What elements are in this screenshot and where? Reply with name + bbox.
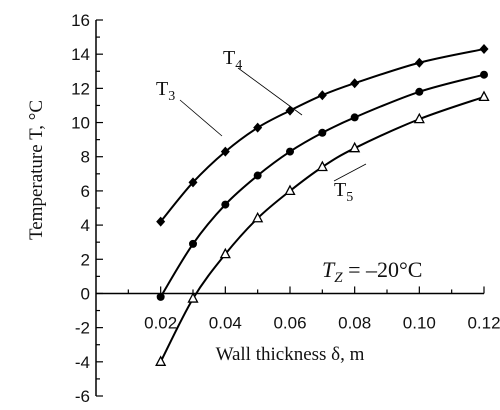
y-tick-label: 12 (71, 79, 90, 98)
data-point-t3 (318, 128, 327, 137)
series-label-t3: T3 (156, 78, 175, 104)
y-tick-label: 6 (81, 182, 90, 201)
data-point-t5 (349, 141, 361, 153)
leader-line-t4 (237, 67, 303, 116)
y-tick-label: -4 (75, 353, 90, 372)
ambient-temperature-annotation: TZ = –20°C (322, 257, 422, 286)
label-leaders (179, 67, 367, 182)
data-point-t5 (219, 247, 231, 259)
y-tick-label: 16 (71, 11, 90, 30)
x-tick-label: 0.06 (273, 313, 306, 332)
x-tick-label: 0.12 (467, 313, 500, 332)
data-point-t4 (285, 105, 295, 116)
data-point-t5 (187, 292, 199, 303)
series-markers (155, 44, 490, 366)
tick-labels: -6 -4 -2 0 2 4 6 8 10 12 14 16 0.02 0.04 0.06 0.08 0.10 0… (71, 11, 500, 406)
y-tick-label: -6 (75, 387, 90, 406)
y-tick-label: 8 (81, 148, 90, 167)
data-point-t3 (221, 200, 230, 209)
data-point-t5 (413, 112, 425, 124)
leader-line-t3 (179, 99, 223, 137)
data-point-t4 (479, 44, 489, 55)
x-tick-label: 0.02 (144, 313, 177, 332)
data-point-t4 (414, 57, 424, 68)
leader-line-t5 (333, 163, 367, 182)
data-point-t5 (155, 355, 167, 366)
data-point-t3 (156, 292, 165, 301)
y-tick-label: 4 (81, 216, 90, 235)
data-point-t5 (284, 184, 296, 196)
data-point-t4 (350, 78, 360, 89)
data-point-t4 (220, 146, 230, 157)
data-point-t4 (188, 177, 198, 188)
series-labels: T3 T4 T5 (156, 47, 353, 205)
data-point-t3 (253, 171, 262, 180)
y-axis-title: Temperature T, °C (26, 100, 47, 240)
data-point-t4 (317, 90, 327, 101)
x-tick-label: 0.08 (338, 313, 371, 332)
data-point-t3 (189, 239, 197, 248)
x-tick-label: 0.10 (403, 313, 436, 332)
data-point-t3 (480, 70, 488, 79)
series-label-t4: T4 (223, 47, 242, 73)
data-point-t5 (478, 90, 490, 102)
data-point-t4 (156, 216, 166, 227)
series-label-t5: T5 (334, 179, 353, 205)
data-point-t4 (253, 122, 263, 133)
y-tick-label: 2 (81, 250, 90, 269)
data-point-t3 (286, 147, 294, 156)
y-tick-label: 10 (71, 114, 90, 133)
y-tick-label: 14 (71, 45, 90, 64)
y-tick-label: -2 (75, 319, 90, 338)
axes (95, 19, 485, 397)
y-tick-label: 0 (81, 284, 90, 303)
data-point-t5 (252, 211, 264, 223)
data-point-t5 (316, 160, 328, 172)
data-point-t3 (350, 113, 359, 122)
data-point-t3 (415, 87, 424, 96)
x-tick-label: 0.04 (209, 313, 242, 332)
x-axis-title: Wall thickness δ, m (216, 344, 365, 365)
